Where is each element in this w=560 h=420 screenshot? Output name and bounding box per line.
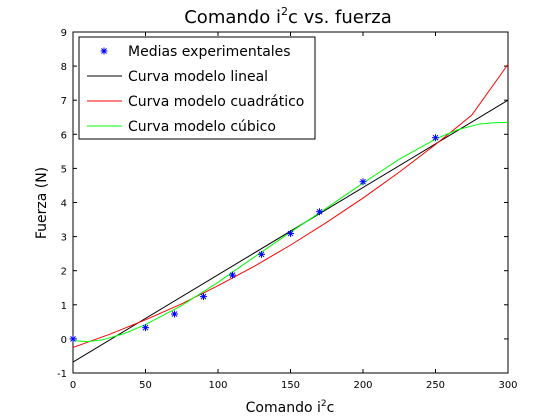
data-point (359, 178, 367, 186)
y-tick-label: 9 (61, 28, 67, 39)
y-tick-label: 0 (61, 335, 67, 346)
y-tick-label: 5 (61, 164, 67, 175)
series-line (72, 64, 509, 348)
data-point (287, 230, 294, 238)
x-tick-label: 100 (208, 380, 227, 391)
data-point (69, 335, 77, 343)
x-tick-label: 250 (426, 380, 445, 391)
legend-box (78, 36, 316, 140)
y-tick-label: 2 (61, 267, 67, 278)
data-point (432, 134, 439, 142)
data-point (258, 250, 265, 258)
y-tick-label: 7 (61, 96, 67, 107)
x-tick-label: 50 (139, 380, 152, 391)
y-axis-label: Fuerza (N) (34, 167, 50, 239)
legend: Medias experimentales Curva modelo lineal… (78, 36, 316, 140)
data-point (200, 293, 207, 301)
x-tick-label: 150 (281, 380, 300, 391)
x-axis-label: Comando i2c (246, 399, 335, 416)
legend-entry-label: Medias experimentales (128, 44, 291, 60)
series-layer (69, 64, 509, 363)
data-point (142, 324, 149, 332)
y-tick-label: 1 (61, 301, 67, 312)
y-tick-label: 6 (61, 130, 67, 141)
x-tick-label: 0 (70, 380, 76, 391)
legend-entry-label: Curva modelo lineal (128, 69, 268, 85)
x-tick-label: 300 (498, 380, 517, 391)
y-tick-label: 4 (61, 199, 67, 210)
chart-title: Comando i2c vs. fuerza (184, 5, 392, 28)
x-tick-label: 200 (353, 380, 372, 391)
data-point (171, 310, 178, 318)
y-tick-label: -1 (57, 369, 67, 380)
x-axis: 0 50 100 150 200 250 300 (70, 32, 518, 391)
legend-marker-sample (100, 47, 108, 55)
legend-entry-label: Curva modelo cuadrático (128, 94, 304, 110)
data-point (229, 271, 236, 279)
y-tick-label: 8 (61, 62, 67, 73)
data-point (316, 208, 323, 216)
legend-entry-label: Curva modelo cúbico (128, 119, 276, 135)
y-tick-label: 3 (61, 233, 67, 244)
y-axis: -1 0 1 2 3 4 5 6 7 8 9 (57, 28, 508, 380)
